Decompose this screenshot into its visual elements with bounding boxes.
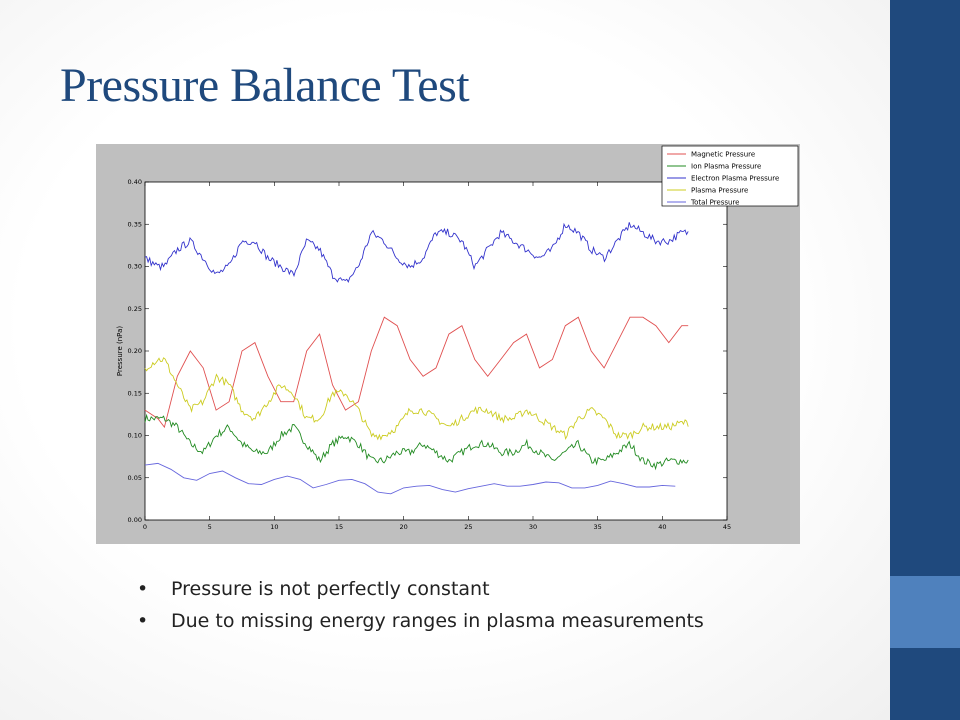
series-layer (144, 222, 689, 495)
bullet-glyph: • (137, 578, 149, 600)
legend-label: Plasma Pressure (691, 187, 748, 195)
legend-label: Ion Plasma Pressure (691, 163, 761, 171)
y-tick-label: 0.05 (128, 474, 142, 482)
axis-layer: 0 5 10 15 20 25 30 35 40 45 0.00 0.05 0.10 0.15 0.20 0.… (128, 178, 732, 531)
series-line-3 (144, 222, 689, 283)
bullet-glyph: • (137, 610, 149, 632)
y-tick-label: 0.20 (128, 347, 142, 355)
legend-label: Magnetic Pressure (691, 151, 755, 159)
y-tick-label: 0.35 (128, 220, 142, 228)
x-tick-label: 25 (464, 523, 472, 531)
bullet-item: • Pressure is not perfectly constant (137, 573, 704, 605)
x-tick-label: 40 (658, 523, 666, 531)
x-tick-label: 30 (529, 523, 537, 531)
y-tick-label: 0.15 (128, 389, 142, 397)
bullet-list: • Pressure is not perfectly constant • Due… (137, 573, 704, 637)
series-line-4 (144, 357, 689, 441)
series-line-1 (144, 316, 689, 429)
x-tick-label: 10 (270, 523, 278, 531)
legend-box (661, 145, 799, 207)
legend-label: Total Pressure (690, 199, 739, 207)
x-tick-label: 20 (400, 523, 408, 531)
x-tick-label: 35 (594, 523, 602, 531)
x-tick-label: 0 (143, 523, 147, 531)
series-line-5 (144, 462, 676, 495)
x-tick-label: 5 (208, 523, 212, 531)
sidebar-accent-block (890, 576, 960, 648)
y-axis-label: Pressure (nPa) (116, 326, 124, 376)
bullet-text: Pressure is not perfectly constant (171, 578, 490, 600)
y-tick-label: 0.40 (128, 178, 142, 186)
y-tick-label: 0.00 (128, 516, 142, 524)
bullet-item: • Due to missing energy ranges in plasma … (137, 605, 704, 637)
legend-label: Electron Plasma Pressure (691, 175, 779, 183)
bullet-text: Due to missing energy ranges in plasma m… (171, 610, 704, 632)
y-tick-label: 0.10 (128, 432, 142, 440)
y-tick-label: 0.30 (128, 263, 142, 271)
legend: Magnetic Pressure Ion Plasma Pressure Elec… (661, 145, 799, 207)
y-tick-label: 0.25 (128, 305, 142, 313)
pressure-line-chart: 0 5 10 15 20 25 30 35 40 45 0.00 0.05 0.10 0.15 0.20 0.… (96, 144, 800, 544)
plot-area (144, 181, 728, 521)
slide-title: Pressure Balance Test (60, 59, 470, 112)
series-line-2 (144, 413, 689, 471)
x-tick-label: 15 (335, 523, 343, 531)
x-tick-label: 45 (723, 523, 731, 531)
